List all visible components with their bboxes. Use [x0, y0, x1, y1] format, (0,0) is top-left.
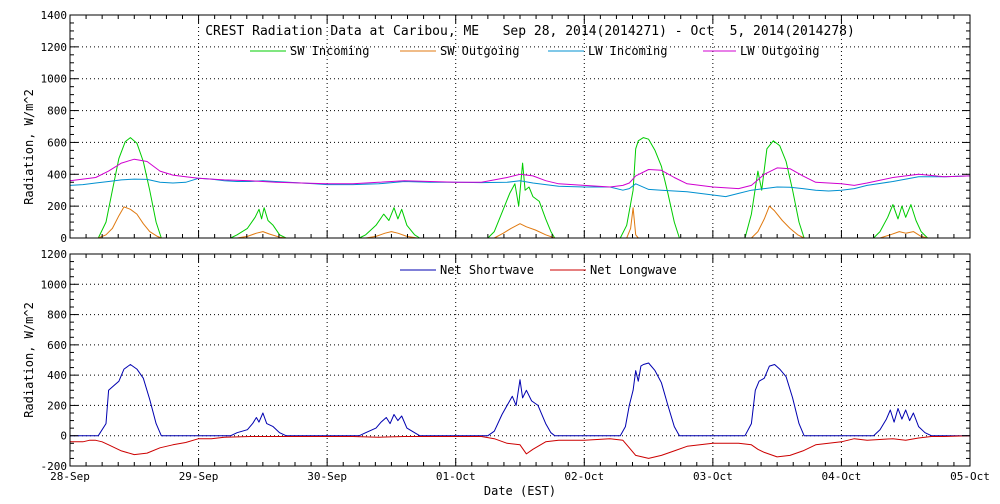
- bottom-y-tick-label: 600: [47, 339, 67, 352]
- legend-label-sw-incoming: SW Incoming: [290, 44, 369, 58]
- series-line-lw-incoming: [69, 175, 971, 198]
- legend-item-sw-outgoing: SW Outgoing: [400, 44, 519, 58]
- legend-label-net-shortwave: Net Shortwave: [440, 263, 534, 277]
- top-y-tick-label: 1000: [41, 73, 68, 86]
- bottom-y-tick-label: 1200: [41, 248, 68, 261]
- bottom-y-axis-label: Radiation, W/m^2: [22, 302, 36, 418]
- top-panel: 0 200 400 600 800 1000 1200 1400 Radiation, W/m…: [22, 9, 971, 245]
- bottom-panel: -200 0 200 400 600 800 1000 1200 Radiation, W/m…: [22, 248, 971, 473]
- series-line-sw-outgoing: [70, 205, 970, 239]
- legend-item-lw-outgoing: LW Outgoing: [703, 44, 819, 58]
- legend-item-sw-incoming: SW Incoming: [250, 44, 369, 58]
- x-tick-label-28-sep: 28-Sep: [50, 470, 90, 483]
- legend-top: SW Incoming SW Outgoing LW Incoming LW O…: [250, 44, 819, 58]
- series-line-net-longwave: [70, 435, 971, 459]
- top-y-tick-label: 1200: [41, 41, 68, 54]
- x-tick-label-01-oct: 01-Oct: [436, 470, 476, 483]
- bottom-series-group: [70, 362, 971, 459]
- x-tick-label-04-oct: 04-Oct: [822, 470, 862, 483]
- chart-title: CREST Radiation Data at Caribou, ME Sep …: [205, 24, 855, 39]
- top-y-tick-label: 0: [60, 232, 67, 245]
- bottom-grid: [70, 254, 970, 466]
- x-tick-label-03-oct: 03-Oct: [693, 470, 733, 483]
- bottom-y-tick-label: 200: [47, 399, 67, 412]
- top-y-tick-label: 600: [47, 136, 67, 149]
- legend-label-sw-outgoing: SW Outgoing: [440, 44, 519, 58]
- x-tick-label-30-sep: 30-Sep: [307, 470, 347, 483]
- top-y-tick-label: 1400: [41, 9, 68, 22]
- bottom-y-tick-label: 400: [47, 369, 67, 382]
- bottom-y-tick-label: 800: [47, 309, 67, 322]
- legend-label-lw-outgoing: LW Outgoing: [740, 44, 819, 58]
- top-series-group: [69, 137, 971, 239]
- top-y-tick-label: 400: [47, 168, 67, 181]
- series-line-net-shortwave: [70, 362, 970, 437]
- legend-label-net-longwave: Net Longwave: [590, 263, 677, 277]
- top-y-tick-labels: 0 200 400 600 800 1000 1200 1400: [41, 9, 68, 245]
- top-y-tick-label: 800: [47, 105, 67, 118]
- series-line-lw-outgoing: [69, 158, 971, 190]
- legend-bottom: Net Shortwave Net Longwave: [400, 263, 677, 277]
- x-tick-label-29-sep: 29-Sep: [179, 470, 219, 483]
- top-ticks: [69, 14, 971, 239]
- bottom-y-tick-label: 1000: [41, 278, 68, 291]
- legend-item-net-shortwave: Net Shortwave: [400, 263, 534, 277]
- top-y-axis-label: Radiation, W/m^2: [22, 89, 36, 205]
- x-tick-label-05-oct: 05-Oct: [950, 470, 990, 483]
- bottom-y-tick-label: -200: [41, 460, 68, 473]
- bottom-ticks: [69, 253, 971, 467]
- bottom-y-tick-labels: -200 0 200 400 600 800 1000 1200: [41, 248, 68, 473]
- legend-item-lw-incoming: LW Incoming: [548, 44, 667, 58]
- legend-item-net-longwave: Net Longwave: [550, 263, 677, 277]
- bottom-y-tick-label: 0: [60, 430, 67, 443]
- x-axis-label: Date (EST): [484, 484, 556, 498]
- series-line-sw-incoming: [70, 137, 970, 239]
- top-y-tick-label: 200: [47, 200, 67, 213]
- x-tick-label-02-oct: 02-Oct: [564, 470, 604, 483]
- legend-label-lw-incoming: LW Incoming: [588, 44, 667, 58]
- x-tick-labels: 28-Sep 29-Sep 30-Sep 01-Oct 02-Oct 03-Oct 04-O…: [50, 470, 990, 483]
